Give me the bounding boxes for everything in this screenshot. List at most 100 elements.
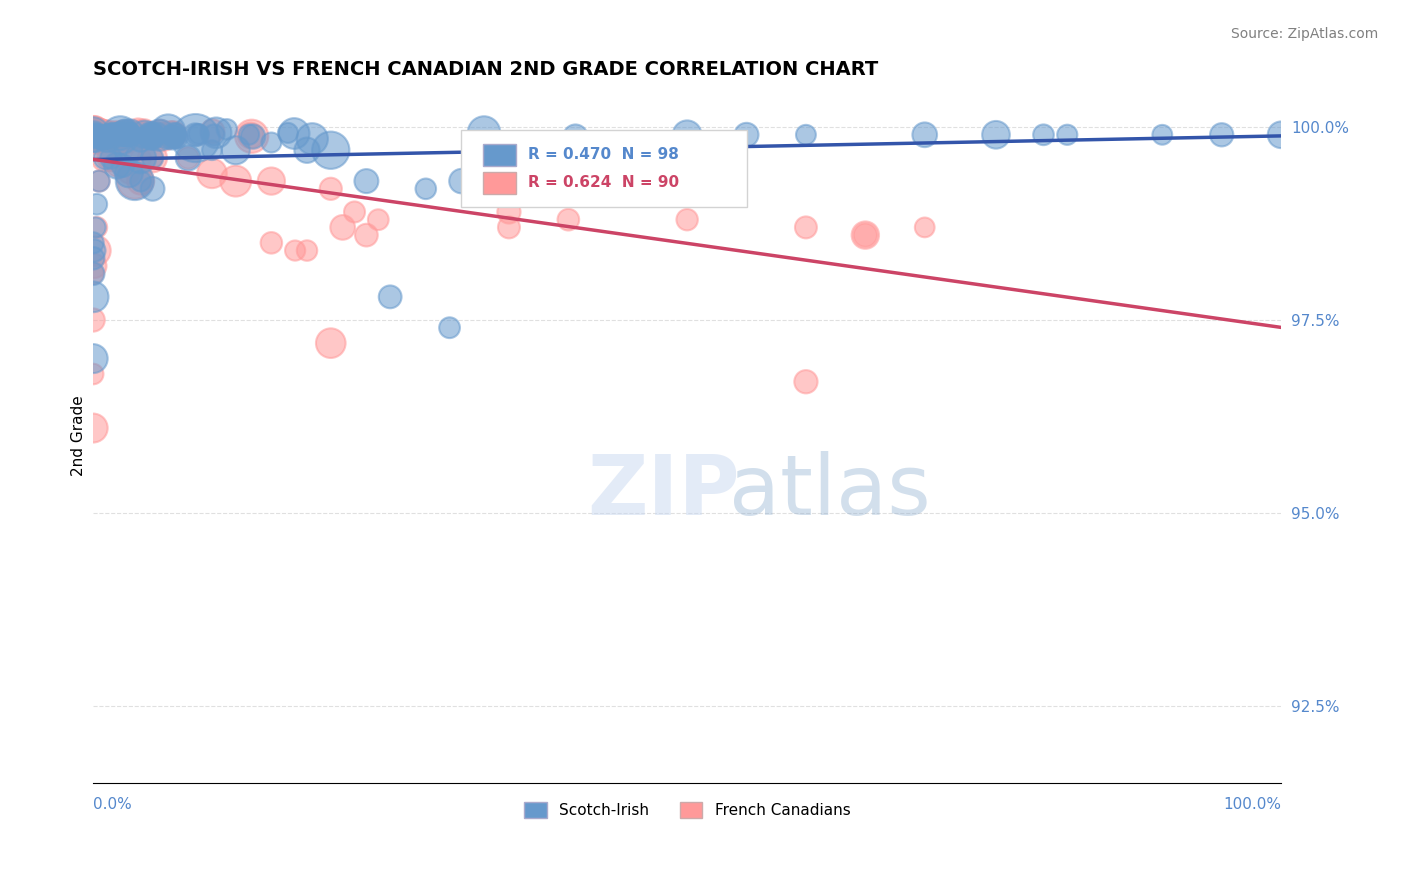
Point bbox=[356, 174, 378, 188]
Point bbox=[100, 151, 122, 165]
Point bbox=[97, 131, 120, 145]
Text: Source: ZipAtlas.com: Source: ZipAtlas.com bbox=[1230, 27, 1378, 41]
Point bbox=[794, 375, 817, 389]
Point bbox=[142, 151, 165, 165]
Point bbox=[184, 131, 207, 145]
Point bbox=[82, 421, 104, 435]
Point bbox=[83, 123, 105, 137]
Point bbox=[165, 126, 187, 140]
Point bbox=[1270, 128, 1292, 142]
Point bbox=[141, 128, 163, 143]
Point bbox=[1152, 128, 1174, 142]
Point bbox=[100, 128, 122, 142]
Point bbox=[114, 126, 136, 140]
Point bbox=[82, 133, 104, 147]
Point bbox=[225, 143, 247, 157]
Point bbox=[242, 129, 264, 144]
FancyBboxPatch shape bbox=[461, 130, 747, 207]
Point bbox=[100, 151, 122, 165]
Point bbox=[86, 130, 108, 145]
Point bbox=[89, 126, 111, 140]
Point bbox=[89, 174, 111, 188]
Point bbox=[914, 220, 936, 235]
Point bbox=[89, 125, 111, 139]
Point bbox=[343, 205, 366, 219]
Point bbox=[82, 290, 104, 304]
Point bbox=[142, 151, 165, 165]
Point bbox=[166, 130, 188, 145]
Point bbox=[83, 128, 105, 142]
Point bbox=[277, 126, 299, 140]
Point bbox=[794, 128, 817, 142]
Point bbox=[676, 128, 699, 142]
Point bbox=[84, 132, 107, 146]
Point bbox=[260, 136, 283, 150]
Point bbox=[82, 235, 104, 250]
Point bbox=[101, 130, 124, 145]
Legend: Scotch-Irish, French Canadians: Scotch-Irish, French Canadians bbox=[517, 796, 856, 824]
Point bbox=[187, 128, 209, 142]
Text: SCOTCH-IRISH VS FRENCH CANADIAN 2ND GRADE CORRELATION CHART: SCOTCH-IRISH VS FRENCH CANADIAN 2ND GRAD… bbox=[93, 60, 879, 78]
Point bbox=[498, 205, 520, 219]
Point bbox=[201, 124, 224, 138]
Point bbox=[1056, 128, 1078, 142]
Point bbox=[86, 128, 108, 142]
Point bbox=[82, 313, 104, 327]
Point bbox=[118, 143, 141, 157]
Point bbox=[225, 174, 247, 188]
Point bbox=[238, 128, 260, 142]
Point bbox=[141, 128, 163, 143]
Point bbox=[155, 129, 177, 144]
Point bbox=[853, 228, 876, 243]
Point bbox=[139, 130, 162, 145]
Point bbox=[319, 336, 342, 351]
Point bbox=[110, 126, 132, 140]
Point bbox=[124, 174, 146, 188]
FancyBboxPatch shape bbox=[482, 144, 516, 166]
Point bbox=[104, 128, 127, 142]
Point bbox=[162, 130, 184, 145]
Point bbox=[215, 122, 238, 136]
Point bbox=[498, 220, 520, 235]
Point bbox=[107, 128, 129, 143]
Point bbox=[83, 244, 105, 258]
Point bbox=[450, 174, 472, 188]
Point bbox=[94, 129, 117, 144]
Point bbox=[319, 182, 342, 196]
Point bbox=[124, 174, 146, 188]
Point bbox=[86, 197, 108, 211]
Point bbox=[134, 128, 156, 142]
Point bbox=[84, 220, 107, 235]
Point bbox=[367, 212, 389, 227]
Point bbox=[90, 131, 112, 145]
Point bbox=[110, 128, 132, 143]
Point bbox=[82, 125, 104, 139]
Point bbox=[82, 126, 104, 140]
Point bbox=[83, 128, 105, 142]
Point bbox=[110, 131, 132, 145]
Point bbox=[118, 166, 141, 180]
Point bbox=[153, 129, 176, 144]
Point bbox=[295, 143, 318, 157]
Point bbox=[283, 127, 305, 141]
Point bbox=[319, 143, 342, 157]
Point bbox=[96, 130, 118, 145]
Point bbox=[260, 174, 283, 188]
Point bbox=[794, 220, 817, 235]
Point bbox=[112, 128, 135, 142]
Point bbox=[127, 124, 149, 138]
Point bbox=[101, 128, 124, 142]
Point bbox=[129, 151, 152, 165]
Point bbox=[114, 131, 136, 145]
Point bbox=[84, 244, 107, 258]
Point bbox=[105, 128, 128, 142]
Point bbox=[94, 151, 117, 165]
Point bbox=[86, 127, 108, 141]
Point bbox=[139, 128, 162, 143]
Point bbox=[984, 128, 1007, 142]
Point bbox=[1032, 128, 1054, 142]
Point bbox=[564, 129, 586, 144]
Text: ZIP: ZIP bbox=[588, 450, 740, 532]
Point bbox=[853, 228, 876, 243]
Point bbox=[205, 126, 228, 140]
